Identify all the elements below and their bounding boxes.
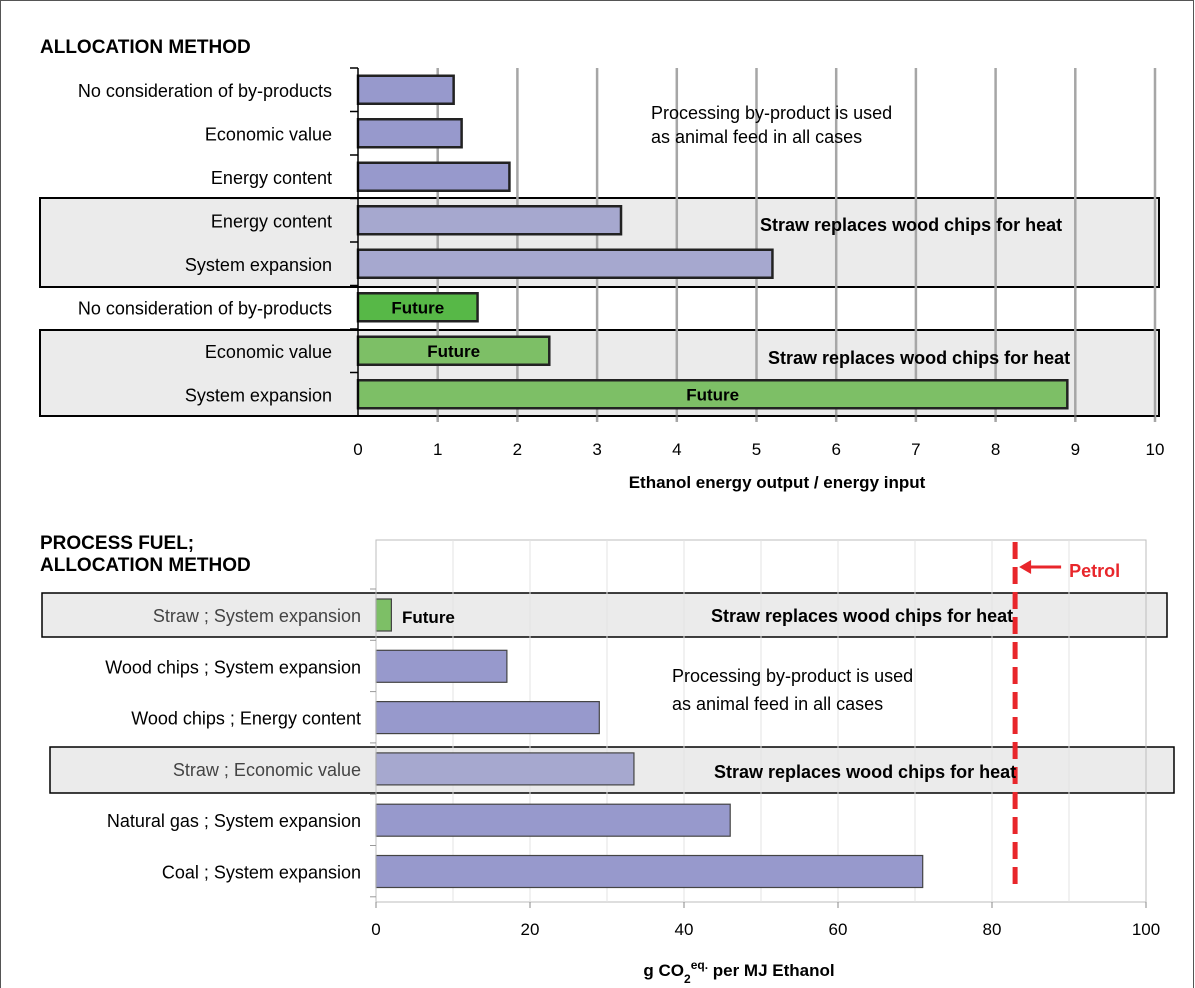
bottom-bar: [375, 752, 635, 786]
top-x-tick-label: 0: [353, 440, 362, 459]
top-category-label: Energy content: [211, 211, 332, 231]
bottom-bars: Future: [375, 598, 924, 889]
bottom-bar-label: Future: [402, 608, 455, 627]
bottom-bar: [375, 803, 731, 837]
top-x-tick-label: 2: [513, 440, 522, 459]
top-bar: [356, 118, 463, 149]
petrol-arrow: [1019, 560, 1062, 574]
top-box-label-2: Straw replaces wood chips for heat: [768, 348, 1070, 368]
bottom-x-tick-label: 20: [521, 920, 540, 939]
co2-emissions-chart: PROCESS FUEL; ALLOCATION METHOD Future S…: [40, 533, 1175, 986]
top-x-tick-label: 1: [433, 440, 442, 459]
bottom-bar: [375, 700, 600, 735]
top-x-tick-label: 6: [831, 440, 840, 459]
top-y-ticks: [350, 67, 358, 417]
bottom-x-tick-label: 80: [983, 920, 1002, 939]
top-bar-label: Future: [427, 342, 480, 361]
top-bars: Future Future Future: [356, 74, 1069, 410]
top-category-label: Economic value: [205, 342, 332, 362]
top-category-label: Energy content: [211, 168, 332, 188]
top-category-label: No consideration of by-products: [78, 298, 332, 318]
top-bar-label: Future: [686, 385, 739, 404]
top-x-axis-label: Ethanol energy output / energy input: [629, 473, 926, 492]
bottom-y-ticks: [370, 588, 376, 898]
bottom-heading-line2: ALLOCATION METHOD: [40, 555, 251, 576]
top-category-labels: No consideration of by-products Economic …: [78, 81, 332, 406]
bottom-x-tick-label: 0: [371, 920, 380, 939]
bottom-box-label-1: Straw replaces wood chips for heat: [711, 606, 1013, 626]
bottom-category-labels: Straw ; System expansion Wood chips ; Sys…: [105, 606, 361, 883]
top-bar: [356, 161, 511, 192]
bottom-x-tick-label: 100: [1132, 920, 1160, 939]
bottom-note-line1: Processing by-product is used: [672, 666, 913, 686]
bottom-bar: [375, 854, 924, 889]
top-bar: [356, 292, 479, 323]
bottom-x-tick-label: 40: [675, 920, 694, 939]
bottom-bar: [375, 649, 508, 683]
top-x-tick-label: 10: [1146, 440, 1165, 459]
top-bar: [356, 248, 774, 279]
top-x-tick-labels: 0 1 2 3 4 5 6 7 8 9 10: [353, 440, 1164, 459]
bottom-category-label: Wood chips ; System expansion: [105, 657, 361, 677]
petrol-arrow-head: [1019, 560, 1032, 574]
top-heading: ALLOCATION METHOD: [40, 37, 251, 58]
bottom-note-line2: as animal feed in all cases: [672, 694, 883, 714]
bottom-category-label: Straw ; Economic value: [173, 760, 361, 780]
bottom-bar: [375, 598, 392, 632]
top-bar: [356, 74, 455, 105]
bottom-x-axis-label: g CO2eq. per MJ Ethanol: [643, 958, 834, 986]
bottom-x-tick-label: 60: [829, 920, 848, 939]
bottom-box-label-2: Straw replaces wood chips for heat: [714, 762, 1016, 782]
top-box-label-1: Straw replaces wood chips for heat: [760, 215, 1062, 235]
bottom-category-label: Natural gas ; System expansion: [107, 811, 361, 831]
bottom-category-label: Wood chips ; Energy content: [131, 709, 361, 729]
petrol-label: Petrol: [1069, 561, 1120, 581]
top-x-tick-label: 3: [592, 440, 601, 459]
top-note-line2: as animal feed in all cases: [651, 127, 862, 147]
top-category-label: No consideration of by-products: [78, 81, 332, 101]
top-x-tick-label: 7: [911, 440, 920, 459]
top-gridlines: [358, 68, 1157, 422]
bottom-category-label: Coal ; System expansion: [162, 863, 361, 883]
top-bar: [356, 205, 623, 236]
top-x-tick-label: 4: [672, 440, 681, 459]
top-x-tick-label: 8: [991, 440, 1000, 459]
bottom-heading-line1: PROCESS FUEL;: [40, 533, 194, 554]
top-category-label: Economic value: [205, 124, 332, 144]
top-note-line1: Processing by-product is used: [651, 103, 892, 123]
bottom-category-label: Straw ; System expansion: [153, 606, 361, 626]
top-category-label: System expansion: [185, 255, 332, 275]
top-bar-label: Future: [391, 298, 444, 317]
energy-ratio-chart: ALLOCATION METHOD Future Future Future No …: [39, 37, 1164, 492]
top-bar: [356, 335, 551, 366]
top-x-tick-label: 9: [1071, 440, 1080, 459]
bottom-gridlines: [452, 540, 1070, 902]
bottom-x-tick-labels: 0 20 40 60 80 100: [371, 902, 1160, 939]
top-x-tick-label: 5: [752, 440, 761, 459]
top-category-label: System expansion: [185, 385, 332, 405]
bottom-highlight-box-1: [41, 592, 1168, 638]
